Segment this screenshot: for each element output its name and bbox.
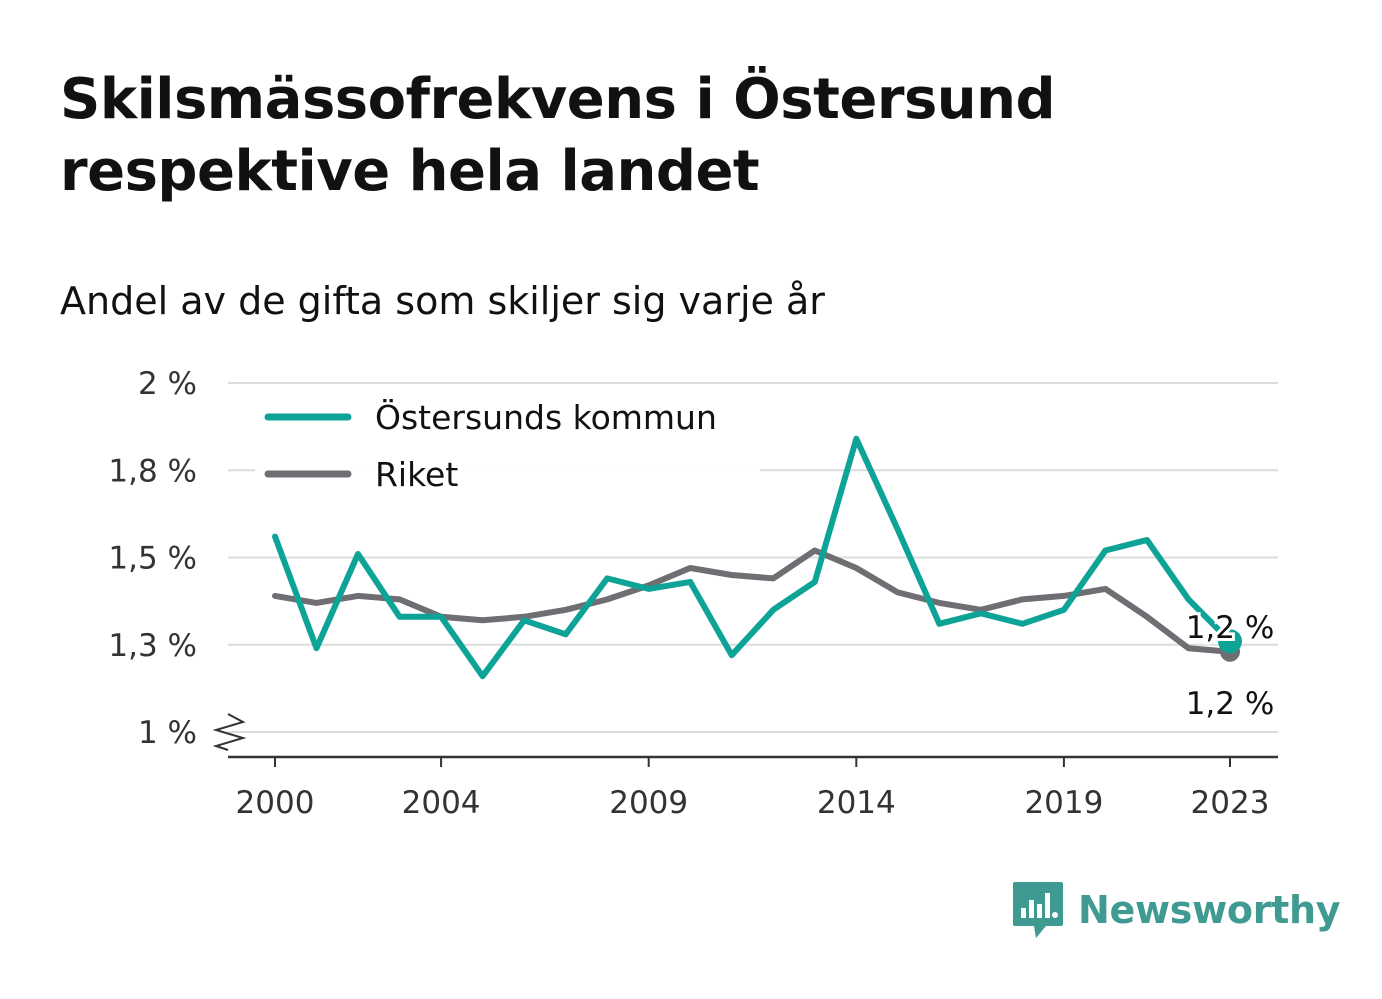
y-tick-label: 1,5 %	[108, 541, 197, 577]
y-tick-label: 1,3 %	[108, 628, 197, 664]
x-tick-label: 2023	[1191, 785, 1270, 821]
y-tick-label: 2 %	[138, 366, 197, 402]
end-labels: 1,2 % 1,2 %	[1183, 607, 1278, 725]
series-lines	[272, 435, 1242, 680]
end-label-ostersund: 1,2 %	[1186, 610, 1275, 646]
x-tick-label: 2004	[402, 785, 481, 821]
x-axis: 2000 2004 2009 2014 2019 2023	[228, 755, 1278, 821]
brand-name: Newsworthy	[1078, 888, 1341, 932]
legend: Östersunds kommun Riket	[255, 385, 760, 497]
y-tick-label: 1 %	[138, 715, 197, 751]
series-line-0	[272, 435, 1233, 680]
newsworthy-logo-icon	[1013, 882, 1063, 938]
x-tick-label: 2009	[609, 785, 688, 821]
chart-subtitle: Andel av de gifta som skiljer sig varje …	[60, 279, 825, 323]
end-label-riket: 1,2 %	[1186, 686, 1275, 722]
chart-title: Skilsmässofrekvens i Östersund respektiv…	[60, 67, 1056, 204]
legend-label: Riket	[375, 455, 458, 494]
legend-label: Östersunds kommun	[375, 397, 717, 437]
x-tick-label: 2019	[1024, 785, 1103, 821]
brand-logo: Newsworthy	[1012, 880, 1341, 940]
axis-break-icon	[212, 713, 247, 751]
y-axis-ticks: 1 % 1,3 % 1,5 % 1,8 % 2 %	[108, 366, 247, 751]
y-tick-label: 1,8 %	[108, 453, 197, 489]
series-end-point-0	[1218, 629, 1242, 654]
legend-background	[255, 385, 760, 497]
x-tick-label: 2014	[817, 785, 896, 821]
x-tick-label: 2000	[236, 785, 315, 821]
